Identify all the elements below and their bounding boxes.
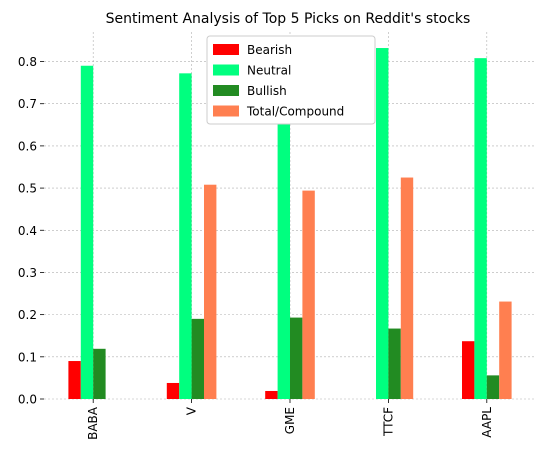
y-tick-label: 0.2	[18, 308, 37, 322]
y-tick-label: 0.6	[18, 139, 37, 153]
bar-bearish-baba	[68, 361, 81, 399]
y-tick-label: 0.3	[18, 266, 37, 280]
bar-bearish-v	[166, 382, 180, 399]
x-tick-label: GME	[283, 407, 297, 434]
bar-bullish-ttcf	[388, 328, 401, 399]
legend-box	[206, 35, 376, 125]
y-tick-label: 0.1	[18, 350, 37, 364]
bar-bearish-gme	[265, 390, 278, 399]
x-tick-label: TTCF	[381, 407, 395, 437]
legend: Bearish Neutral Bullish Total/Compound	[206, 35, 376, 125]
bar-total-compound-ttcf	[400, 177, 414, 399]
bars	[68, 48, 512, 400]
bar-bullish-gme	[290, 317, 303, 399]
legend-label: Bearish	[247, 43, 292, 57]
bar-neutral-v	[179, 73, 192, 399]
legend-swatch-neutral	[213, 64, 239, 76]
bar-bullish-aapl	[486, 375, 500, 399]
legend-label: Neutral	[247, 64, 291, 78]
legend-label: Bullish	[247, 84, 287, 98]
legend-swatch-total-compound	[213, 105, 239, 117]
y-tick-label: 0.7	[18, 97, 37, 111]
y-tick-label: 0.4	[18, 224, 37, 238]
y-tick-label: 0.5	[18, 182, 37, 196]
bar-neutral-baba	[80, 65, 94, 399]
bar-total-compound-gme	[302, 190, 315, 399]
legend-swatch-bullish	[213, 85, 239, 96]
legend-swatch-bearish	[213, 44, 239, 55]
bar-total-compound-aapl	[499, 301, 512, 399]
y-tick-label: 0.8	[18, 55, 37, 69]
bar-bullish-baba	[93, 348, 106, 399]
bar-neutral-gme	[277, 66, 290, 399]
bar-neutral-aapl	[474, 58, 487, 399]
x-tick-label: V	[185, 406, 199, 415]
x-tick-label: AAPL	[480, 407, 494, 438]
x-tick-label: BABA	[86, 406, 100, 440]
y-tick-label: 0.0	[18, 393, 37, 407]
x-axis: BABA V GME TTCF AAPL	[86, 399, 494, 440]
bar-bullish-v	[191, 318, 204, 399]
bar-total-compound-v	[204, 184, 217, 399]
bar-neutral-ttcf	[376, 48, 389, 400]
legend-label: Total/Compound	[246, 105, 344, 119]
y-axis: 0.0 0.1 0.2 0.3 0.4 0.5 0.6 0.7 0.8	[18, 55, 44, 407]
bar-bearish-aapl	[462, 341, 475, 399]
chart-title: Sentiment Analysis of Top 5 Picks on Red…	[106, 11, 471, 27]
